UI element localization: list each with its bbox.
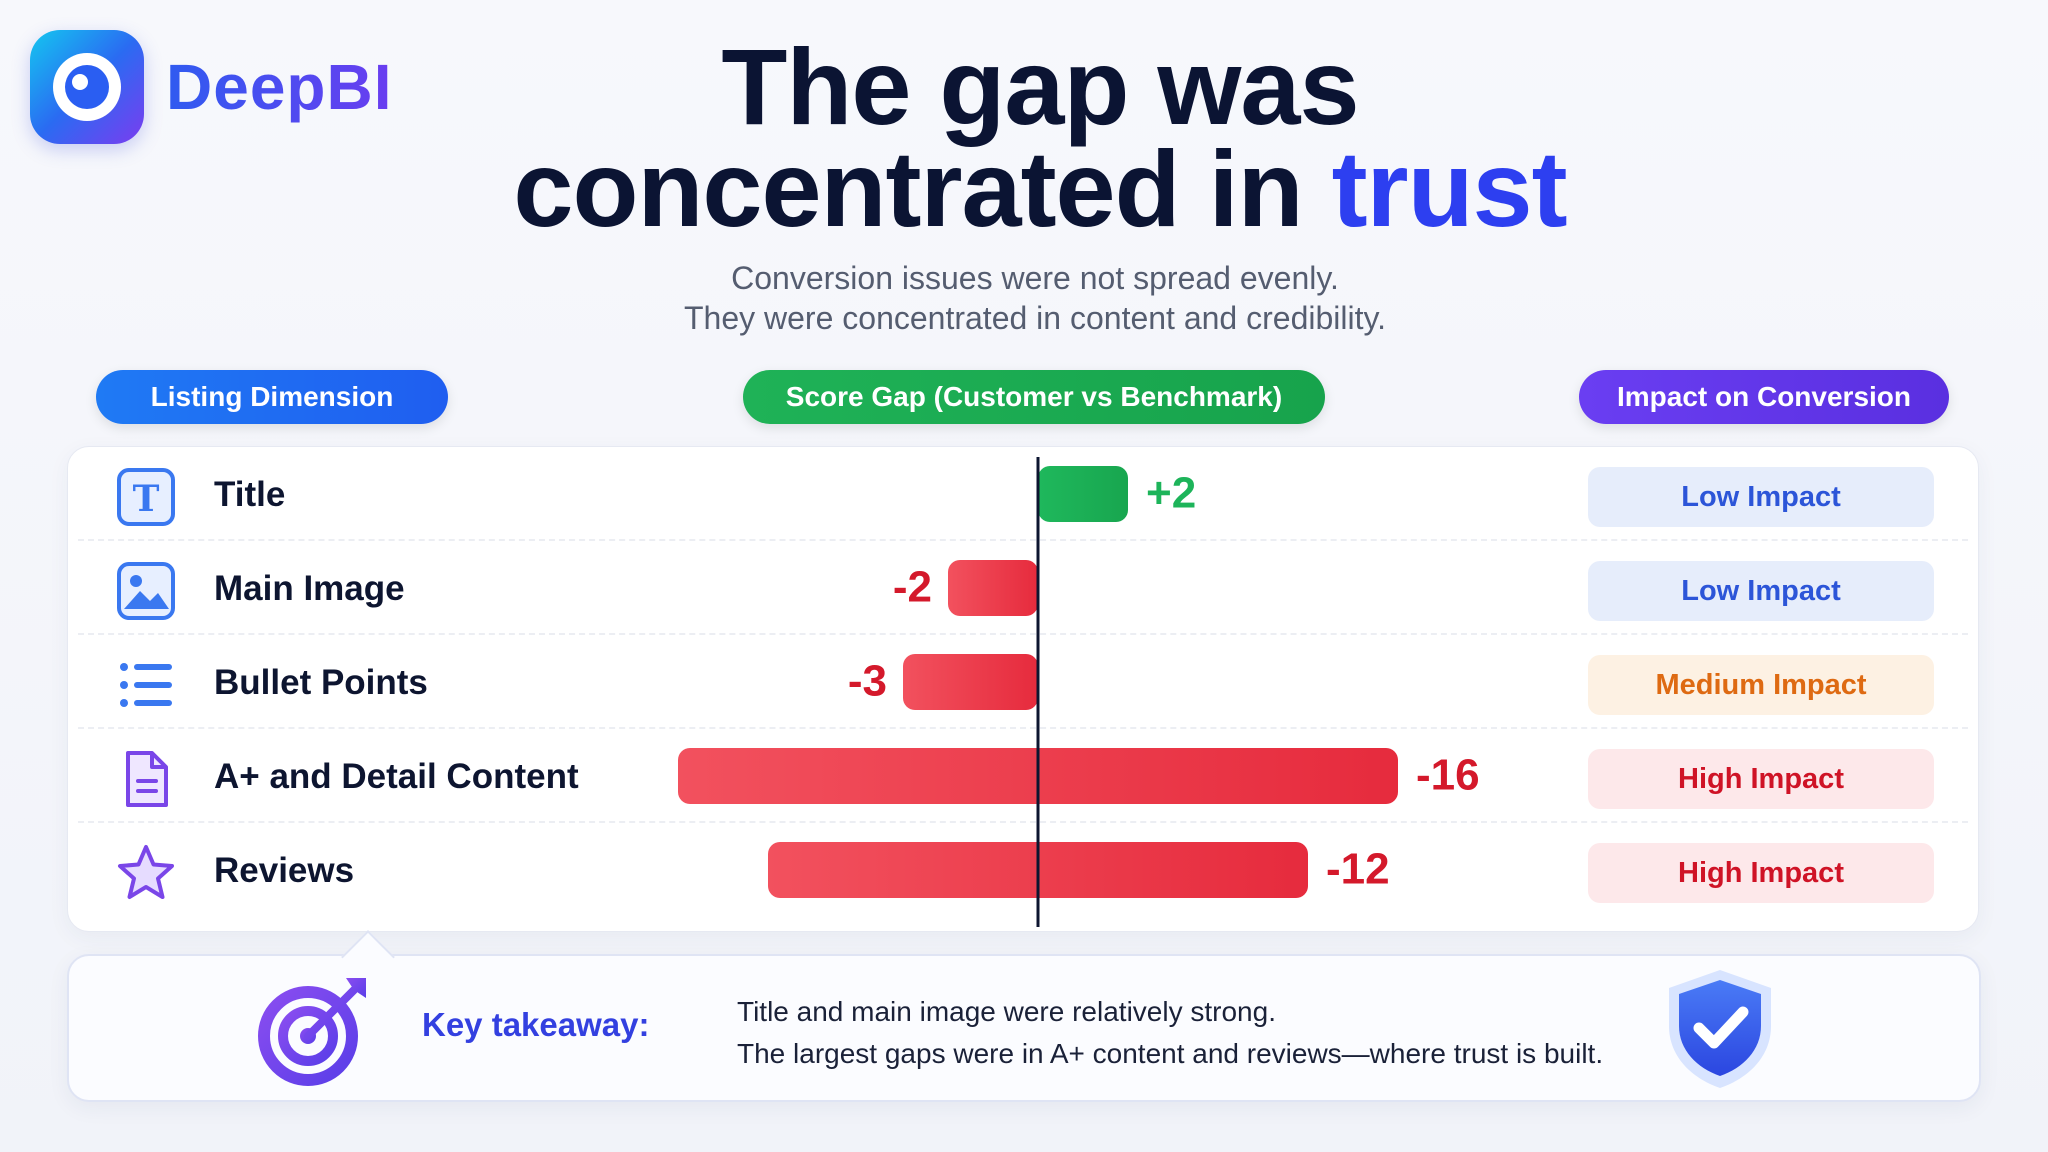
column-header-impact: Impact on Conversion xyxy=(1579,370,1949,424)
gap-bar xyxy=(903,654,1038,710)
table-row: Main Image Low Impact xyxy=(68,541,1978,635)
svg-text:T: T xyxy=(133,478,160,520)
list-icon xyxy=(116,655,176,715)
image-icon xyxy=(116,561,176,621)
gap-bar xyxy=(948,560,1038,616)
takeaway-label: Key takeaway: xyxy=(422,1006,650,1043)
row-label: Reviews xyxy=(214,851,355,890)
title-accent-word: trust xyxy=(1331,128,1568,249)
gap-table: +2 -2 -3 -16 -12 T Title Low Impact Main Ima… xyxy=(67,446,1979,932)
gap-value-label: +2 xyxy=(1146,469,1196,518)
title-line-2-main: concentrated in xyxy=(513,128,1303,249)
column-header-dimension: Listing Dimension xyxy=(96,370,448,424)
row-divider xyxy=(78,539,1968,541)
row-label: Main Image xyxy=(214,569,405,608)
document-icon xyxy=(116,749,176,809)
takeaway-line-1: Title and main image were relatively str… xyxy=(737,996,1276,1027)
target-icon xyxy=(258,978,366,1086)
takeaway-line-2: The largest gaps were in A+ content and … xyxy=(737,1038,1604,1069)
gap-value-label: -2 xyxy=(893,563,932,612)
impact-badge: Low Impact xyxy=(1588,561,1934,621)
title-line-2: concentrated in trust xyxy=(420,135,1660,243)
gap-bar xyxy=(1038,466,1128,522)
subtitle-line-2: They were concentrated in content and cr… xyxy=(683,300,1386,336)
table-row: Bullet Points Medium Impact xyxy=(68,635,1978,729)
brand-name: DeepBI xyxy=(166,51,393,123)
page-subtitle: Conversion issues were not spread evenly… xyxy=(480,258,1590,338)
row-label: A+ and Detail Content xyxy=(214,757,579,796)
key-takeaway-panel: Key takeaway: Title and main image were … xyxy=(67,930,1981,1102)
shield-check-icon xyxy=(1669,970,1771,1088)
column-header-score-gap: Score Gap (Customer vs Benchmark) xyxy=(743,370,1325,424)
subtitle-line-1: Conversion issues were not spread evenly… xyxy=(731,260,1339,296)
title-t-icon: T xyxy=(116,467,176,527)
gap-value-label: -12 xyxy=(1326,845,1390,894)
table-row: T Title Low Impact xyxy=(68,447,1978,541)
brand-logo: DeepBI xyxy=(30,30,393,144)
impact-badge: High Impact xyxy=(1588,843,1934,903)
row-divider xyxy=(78,633,1968,635)
page-title: The gap was concentrated in trust xyxy=(420,26,1660,243)
table-row: Reviews High Impact xyxy=(68,823,1978,917)
row-divider xyxy=(78,821,1968,823)
deepbi-logo-icon xyxy=(30,30,144,144)
row-label: Bullet Points xyxy=(214,663,428,702)
table-row: A+ and Detail Content High Impact xyxy=(68,729,1978,823)
star-icon xyxy=(116,843,176,903)
row-divider xyxy=(78,727,1968,729)
gap-value-label: -16 xyxy=(1416,751,1480,800)
impact-badge: Low Impact xyxy=(1588,467,1934,527)
impact-badge: Medium Impact xyxy=(1588,655,1934,715)
gap-value-label: -3 xyxy=(848,657,887,706)
row-label: Title xyxy=(214,475,286,514)
title-line-1: The gap was xyxy=(721,26,1359,147)
score-gap-chart: +2 -2-3 -16 -12 xyxy=(678,457,1480,927)
impact-badge: High Impact xyxy=(1588,749,1934,809)
